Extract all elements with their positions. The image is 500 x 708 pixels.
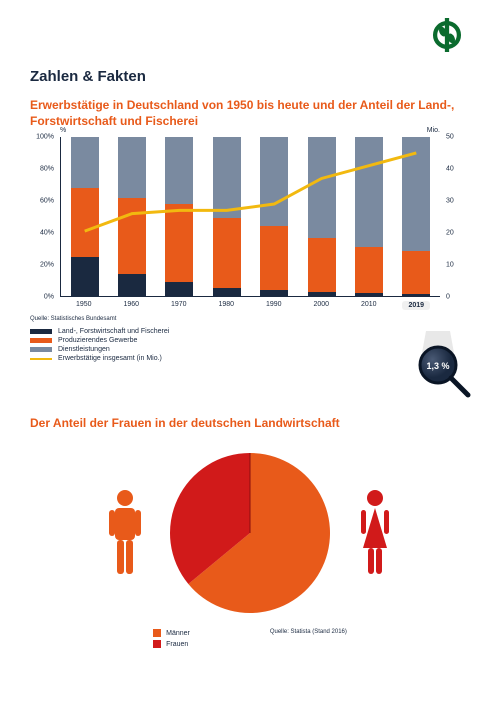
legend-swatch [30,338,52,343]
legend-row: Frauen [153,640,190,648]
ytick-left: 0% [26,294,54,301]
page-title: Zahlen & Fakten [30,68,470,85]
seg-industry [118,198,146,274]
seg-services [165,137,193,204]
ytick-right: 20 [446,230,474,237]
chart1-source: Quelle: Statistisches Bundesamt [30,316,470,322]
seg-services [355,137,383,247]
seg-agri [213,288,241,296]
chart1-title: Erwerbstätige in Deutschland von 1950 bi… [30,97,470,129]
seg-services [260,137,288,226]
legend-row: Produzierendes Gewerbe [30,337,470,344]
legend-swatch [30,329,52,334]
chart2-title: Der Anteil der Frauen in der deutschen L… [30,416,470,430]
chart1-legend: Land-, Forstwirtschaft und Fischerei Prod… [30,328,470,362]
seg-industry [213,218,241,288]
bar-1990 [260,137,288,296]
seg-industry [402,251,430,294]
ytick-right: 50 [446,134,474,141]
legend-swatch [153,640,161,648]
legend-swatch [153,629,161,637]
ytick-left: 20% [26,262,54,269]
bar-1950 [71,137,99,296]
seg-industry [355,247,383,293]
seg-agri [402,294,430,296]
x-label: 1980 [212,301,240,310]
x-label: 1970 [165,301,193,310]
seg-industry [165,204,193,282]
seg-services [402,137,430,251]
seg-agri [308,292,336,297]
legend-row: Dienstleistungen [30,346,470,353]
seg-industry [260,226,288,290]
legend-label: Erwerbstätige insgesamt (in Mio.) [58,355,162,362]
male-icon [103,488,147,583]
female-icon [353,488,397,583]
x-label: 1990 [260,301,288,310]
legend-row: Männer [153,629,190,637]
pie-chart [165,448,335,623]
legend-row: Land-, Forstwirtschaft und Fischerei [30,328,470,335]
y-axis-left: 0%20%40%60%80%100% [30,137,58,297]
seg-industry [308,238,336,292]
ytick-left: 40% [26,230,54,237]
x-label: 1960 [117,301,145,310]
legend-label: Frauen [166,641,188,648]
seg-agri [165,282,193,296]
ytick-right: 0 [446,294,474,301]
chart2 [30,448,470,623]
bar-1980 [213,137,241,296]
ytick-right: 40 [446,166,474,173]
x-label: 1950 [70,301,98,310]
y-axis-right: 01020304050 [442,137,470,297]
legend-row: Erwerbstätige insgesamt (in Mio.) [30,355,470,362]
seg-services [213,137,241,218]
plot-area [60,137,440,297]
right-axis-unit: Mio. [427,127,440,134]
chart1: % Mio. 0%20%40%60%80%100% 01020304050 19… [30,137,470,362]
seg-services [71,137,99,188]
seg-agri [355,293,383,296]
seg-industry [71,188,99,256]
x-label: 2000 [307,301,335,310]
ytick-right: 10 [446,262,474,269]
legend-swatch [30,358,52,360]
x-label: 2010 [355,301,383,310]
seg-agri [71,257,99,297]
bar-1970 [165,137,193,296]
bar-1960 [118,137,146,296]
ytick-left: 80% [26,166,54,173]
legend-label: Land-, Forstwirtschaft und Fischerei [58,328,169,335]
bar-2010 [355,137,383,296]
x-label: 2019 [402,301,430,310]
callout-value: 1,3 % [426,361,449,371]
x-axis-labels: 1950 1960 1970 1980 1990 2000 2010 2019 [60,301,440,310]
legend-label: Männer [166,630,190,637]
seg-agri [260,290,288,296]
brand-logo [430,18,464,57]
magnifier-callout: 1,3 % [406,331,476,406]
left-axis-unit: % [60,127,66,134]
ytick-right: 30 [446,198,474,205]
legend-swatch [30,347,52,352]
bar-2019 [402,137,430,296]
legend-label: Produzierendes Gewerbe [58,337,137,344]
seg-services [308,137,336,237]
ytick-left: 60% [26,198,54,205]
legend-label: Dienstleistungen [58,346,110,353]
seg-services [118,137,146,197]
chart2-legend: Männer Frauen [153,629,190,648]
chart2-source: Quelle: Statista (Stand 2016) [270,629,347,635]
seg-agri [118,274,146,296]
ytick-left: 100% [26,134,54,141]
bar-2000 [308,137,336,296]
